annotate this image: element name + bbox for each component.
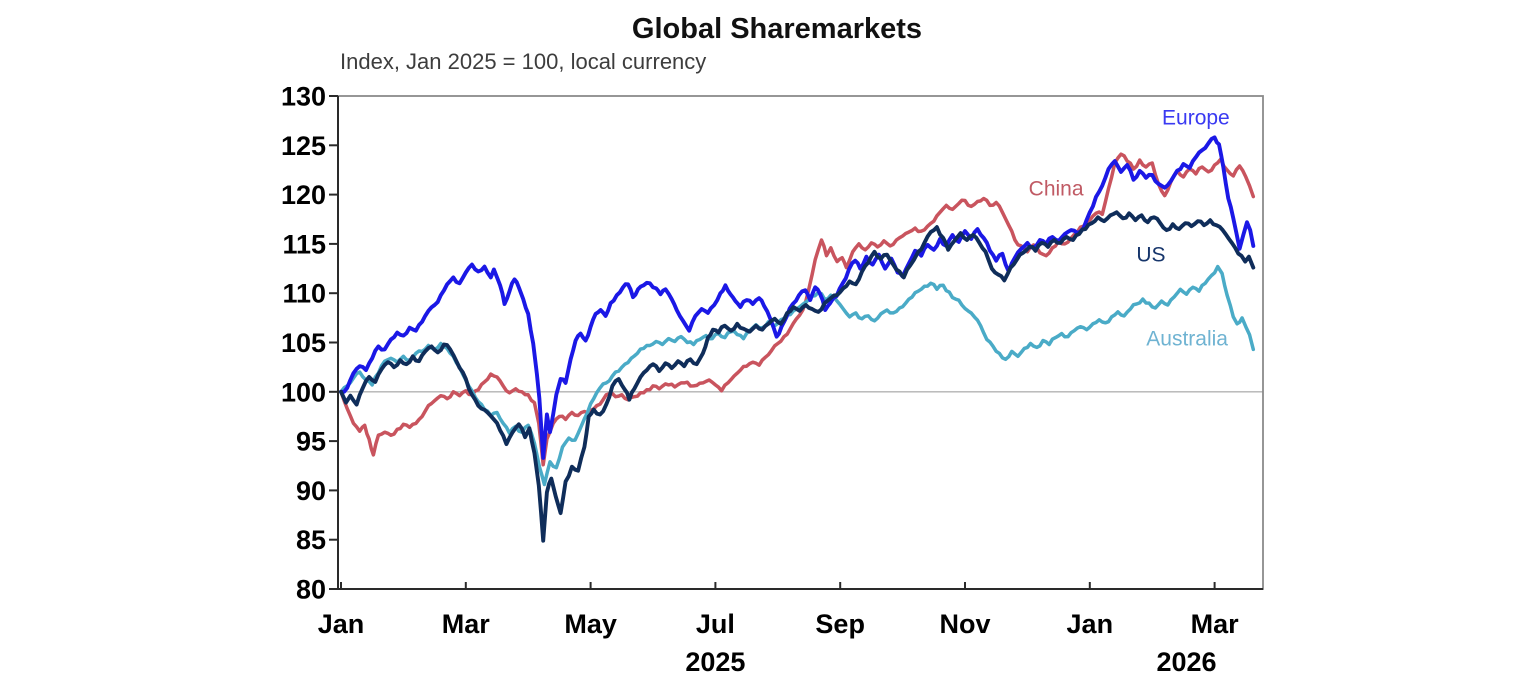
series-label-us: US <box>1136 244 1165 267</box>
series-line-china <box>339 152 1256 467</box>
y-tick-label-90: 90 <box>296 476 326 506</box>
series-label-europe: Europe <box>1162 107 1230 130</box>
series-label-china: China <box>1029 178 1084 201</box>
y-tick-label-130: 130 <box>281 82 326 112</box>
y-tick-label-110: 110 <box>282 279 326 309</box>
axis-ticks-and-labels-layer: 130 125 120 115 110 105 100 95 90 85 80 Jan Mar May Ju… <box>281 82 1239 678</box>
x-tick-label-0: Jan <box>318 609 365 639</box>
x-tick-label-1: Mar <box>442 609 491 639</box>
x-tick-label-7: Mar <box>1191 609 1240 639</box>
series-lines-layer <box>339 135 1256 543</box>
x-tick-label-5: Nov <box>939 609 990 639</box>
chart-subtitle: Index, Jan 2025 = 100, local currency <box>340 49 706 74</box>
x-tick-label-2: May <box>564 609 617 639</box>
x-tick-label-3: Jul <box>696 609 735 639</box>
y-tick-label-95: 95 <box>296 427 326 457</box>
series-labels-layer: China Australia Europe US <box>1029 107 1230 351</box>
y-tick-label-125: 125 <box>281 131 326 161</box>
y-tick-label-100: 100 <box>281 377 326 407</box>
x-tick-label-4: Sep <box>815 609 865 639</box>
y-tick-label-120: 120 <box>281 180 326 210</box>
y-tick-label-105: 105 <box>281 328 326 358</box>
x-tick-label-6: Jan <box>1067 609 1114 639</box>
series-label-australia: Australia <box>1146 328 1228 351</box>
y-tick-label-85: 85 <box>296 525 326 555</box>
x-year-label-1: 2026 <box>1156 647 1216 677</box>
series-line-us <box>339 210 1256 543</box>
y-tick-label-80: 80 <box>296 575 326 605</box>
y-tick-label-115: 115 <box>282 229 326 259</box>
chart-title: Global Sharemarkets <box>632 13 922 45</box>
x-year-label-0: 2025 <box>685 647 745 677</box>
